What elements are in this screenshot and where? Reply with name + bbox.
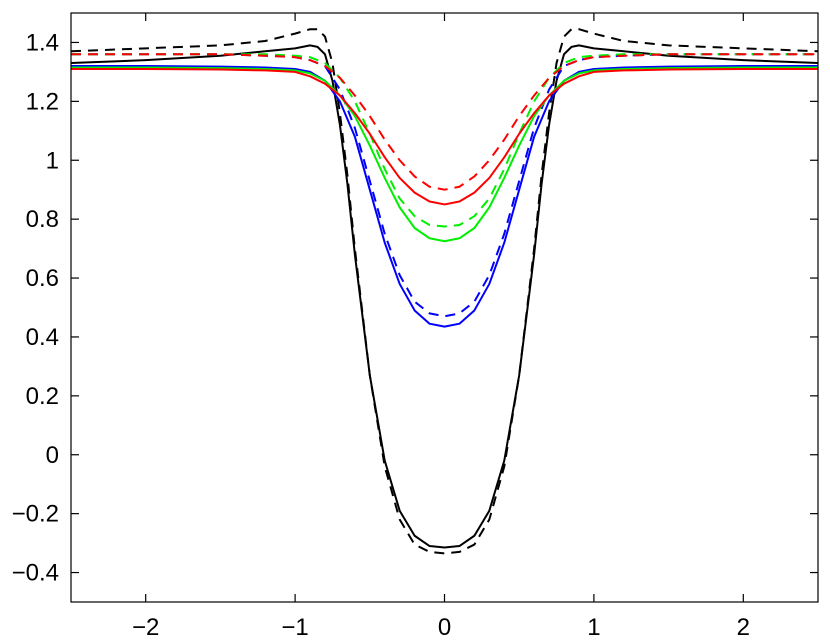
series-line-2 [71, 65, 818, 328]
y-tick-label: 1.4 [26, 29, 59, 56]
tick-layer: −2 −1 0 1 2 −0.4 −0.2 0 0.2 0.4 0.6 0.8 1 1.2 1.4 [12, 13, 818, 641]
series-line-4 [71, 66, 818, 243]
y-tick-label: 0 [46, 442, 59, 469]
y-tick-label: −0.4 [12, 560, 59, 587]
series-line-5 [71, 53, 818, 228]
y-tick-label: 0.2 [26, 383, 59, 410]
y-tick-label: 1.2 [26, 88, 59, 115]
x-tick-label: 0 [438, 614, 451, 641]
y-tick-label: 0.4 [26, 324, 59, 351]
y-tick-label: −0.2 [12, 501, 59, 528]
series-line-6 [71, 67, 818, 206]
y-tick-label: 0.8 [26, 206, 59, 233]
x-tick-label: −2 [132, 614, 159, 641]
series-line-0 [71, 44, 818, 549]
series-line-1 [71, 28, 818, 555]
x-tick-label: 1 [587, 614, 600, 641]
plot-background [71, 13, 818, 602]
series-layer [71, 28, 818, 555]
y-tick-label: 0.6 [26, 265, 59, 292]
series-line-7 [71, 53, 818, 191]
x-tick-label: 2 [737, 614, 750, 641]
y-tick-label: 1 [46, 147, 59, 174]
x-tick-label: −1 [281, 614, 308, 641]
